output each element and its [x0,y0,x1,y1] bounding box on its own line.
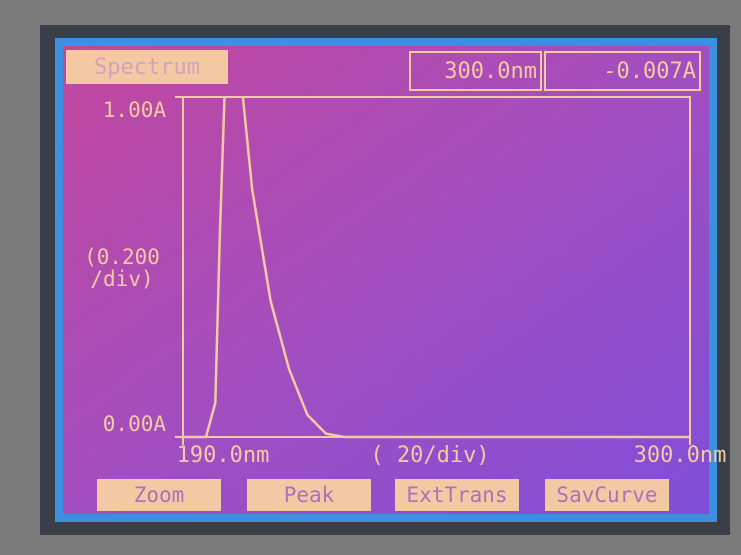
chart-title: Spectrum [94,55,200,80]
button[interactable]: Peak [247,479,371,511]
page: {"chart_data": {"type": "line", "title":… [0,0,741,555]
button[interactable]: Zoom [97,479,221,511]
button[interactable]: ExtTrans [395,479,519,511]
button-label[interactable]: ExtTrans [406,483,507,507]
y-tick-label: 1.00A [103,98,167,122]
button-label[interactable]: Peak [284,483,335,507]
button-label[interactable]: Zoom [134,483,185,507]
y-tick-label: 0.00A [103,412,167,436]
button-label[interactable]: SavCurve [556,483,657,507]
absorbance-readout: -0.007A [603,59,696,84]
screen-photo: Spectrum 300.0nm -0.007A (0.200 /div) ( … [0,0,741,555]
wavelength-readout: 300.0nm [444,59,537,84]
y-annotation: /div) [90,267,153,291]
x-tick-label: 190.0nm [177,443,270,468]
button[interactable]: SavCurve [545,479,669,511]
x-tick-label: 300.0nm [634,443,727,468]
y-annotation: (0.200 [84,245,160,269]
x-annotation: ( 20/div) [370,443,489,468]
